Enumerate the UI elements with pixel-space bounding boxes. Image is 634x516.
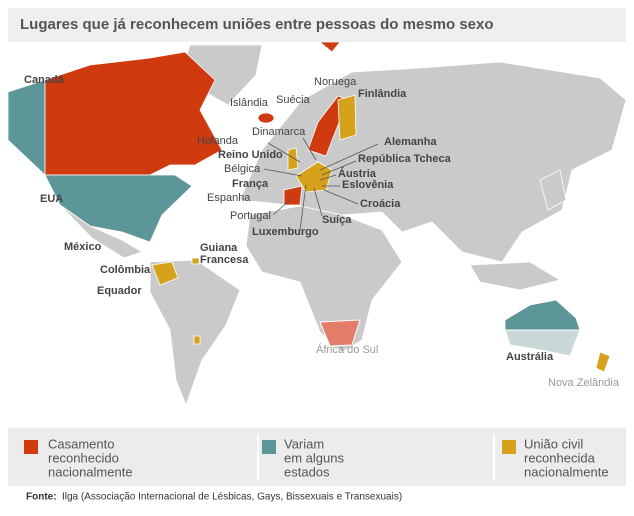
legend-text: Casamento — [48, 436, 114, 451]
country-label: Luxemburgo — [252, 226, 319, 238]
header-bar — [8, 8, 626, 42]
leader-line — [267, 142, 301, 163]
country-label: Holanda — [197, 135, 239, 147]
title: Lugares que já reconhecem uniões entre p… — [20, 16, 494, 33]
country-label: Portugal — [230, 210, 271, 222]
country-label: Suécia — [276, 94, 311, 106]
world-map — [7, 41, 627, 407]
legend-text: reconhecido — [48, 450, 119, 465]
leader-line — [319, 143, 379, 171]
australia-south — [504, 329, 581, 357]
leader-lines — [263, 137, 379, 231]
legend-text: em alguns — [284, 450, 344, 465]
legend-swatch — [24, 440, 38, 454]
country-label: Finlândia — [358, 88, 407, 100]
country-label: Noruega — [314, 76, 357, 88]
legend-box — [8, 428, 626, 486]
colombia — [151, 261, 179, 286]
arctic-island — [318, 41, 341, 53]
country-label: Áustria — [338, 167, 377, 180]
legend-text: União civil — [524, 436, 583, 451]
legend: Casamento reconhecido nacionalmente Vari… — [24, 436, 609, 479]
leader-line — [319, 174, 337, 181]
legend-text: Variam — [284, 436, 324, 451]
australia-north — [504, 299, 581, 331]
legend-swatch — [262, 440, 276, 454]
uk — [287, 147, 299, 171]
country-label: Austrália — [506, 351, 554, 363]
country-label: França — [232, 178, 269, 190]
country-label: Francesa — [200, 254, 249, 266]
country-label: Alemanha — [384, 136, 437, 148]
canada — [44, 51, 223, 176]
country-label: Reino Unido — [218, 149, 283, 161]
legend-text: reconhecida — [524, 450, 596, 465]
country-label: Canadá — [24, 74, 65, 86]
country-label: Nova Zelândia — [548, 377, 620, 389]
africa — [245, 205, 403, 353]
spain — [283, 185, 303, 206]
usa — [44, 174, 193, 243]
country-label: Dinamarca — [252, 126, 306, 138]
south-america-region — [193, 335, 201, 345]
country-label: Croácia — [360, 198, 401, 210]
new-zealand — [595, 351, 611, 373]
source-text: Ilga (Associação Internacional de Lésbic… — [62, 492, 402, 503]
legend-swatch — [502, 440, 516, 454]
indonesia — [469, 261, 562, 291]
country-label: Bélgica — [224, 163, 261, 175]
alaska — [7, 79, 46, 176]
iceland — [257, 112, 275, 124]
country-label: Colômbia — [100, 264, 151, 276]
legend-text: estados — [284, 464, 330, 479]
leader-line — [299, 184, 307, 231]
finland — [337, 94, 357, 141]
source-label: Fonte: — [26, 492, 57, 503]
leader-line — [321, 160, 357, 176]
south-america — [149, 259, 241, 407]
country-label: Espanha — [207, 192, 251, 204]
leader-line — [302, 137, 317, 161]
country-label: Guiana — [200, 242, 238, 254]
central-europe — [295, 161, 333, 193]
french-guiana — [191, 257, 200, 265]
legend-text: nacionalmente — [524, 464, 609, 479]
map-labels: Canadá Islândia Noruega Suécia Finlândia… — [24, 74, 620, 389]
south-africa — [319, 319, 361, 347]
japan — [539, 169, 567, 211]
country-label: República Tcheca — [358, 153, 452, 165]
country-label: Suíça — [322, 214, 352, 226]
country-label: EUA — [40, 193, 63, 205]
country-label: México — [64, 241, 102, 253]
country-label: África do Sul — [316, 343, 378, 356]
mexico — [59, 204, 143, 259]
country-label: Eslovênia — [342, 179, 394, 191]
country-label: Islândia — [230, 97, 269, 109]
leader-line — [323, 189, 359, 205]
leader-line — [272, 197, 293, 216]
legend-text: nacionalmente — [48, 464, 133, 479]
leader-line — [313, 187, 323, 217]
leader-line — [263, 168, 303, 177]
country-label: Equador — [97, 285, 142, 297]
